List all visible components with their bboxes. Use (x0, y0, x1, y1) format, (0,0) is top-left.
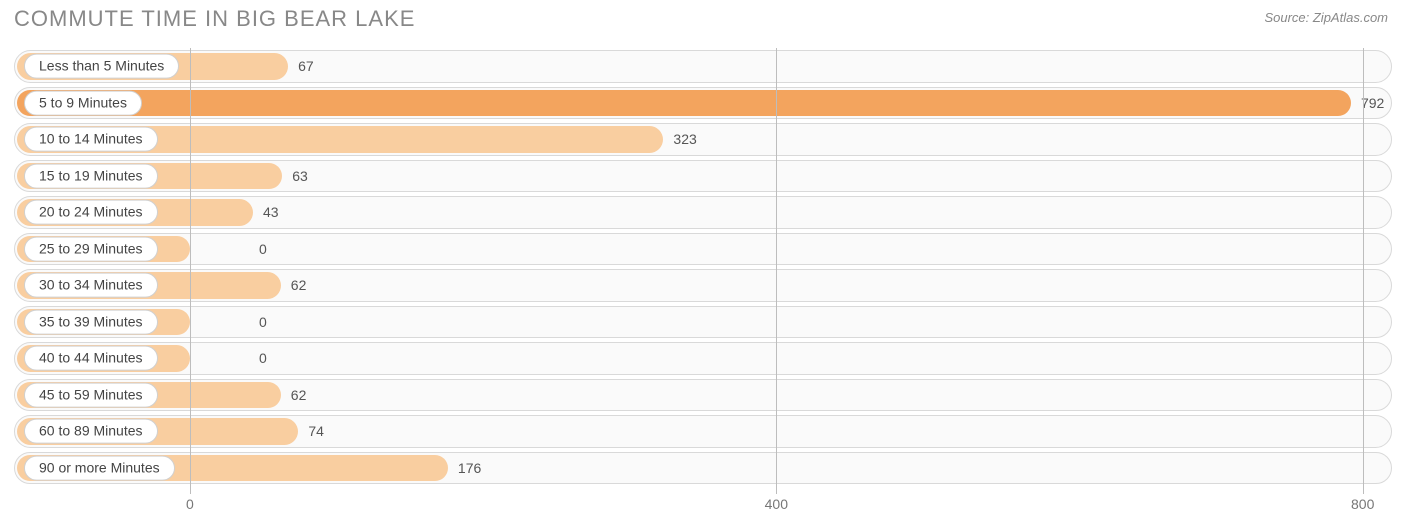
bar-value: 62 (291, 387, 307, 403)
bar-row: 35 to 39 Minutes 0 (14, 304, 1392, 341)
bar-value: 176 (458, 460, 481, 476)
bar-row: Less than 5 Minutes 67 (14, 48, 1392, 85)
gridline (776, 48, 777, 486)
bar-row: 45 to 59 Minutes 62 (14, 377, 1392, 414)
x-tick (776, 486, 777, 494)
bar-track (14, 306, 1392, 339)
bar-row: 40 to 44 Minutes 0 (14, 340, 1392, 377)
chart-header: COMMUTE TIME IN BIG BEAR LAKE Source: Zi… (0, 0, 1406, 40)
x-tick (1363, 486, 1364, 494)
category-label: 20 to 24 Minutes (24, 200, 158, 225)
x-axis: 0 400 800 (14, 486, 1392, 522)
bar-value: 323 (673, 131, 696, 147)
bar-value: 0 (259, 241, 267, 257)
bar-value: 0 (259, 350, 267, 366)
bar-value: 63 (292, 168, 308, 184)
bar-row: 10 to 14 Minutes 323 (14, 121, 1392, 158)
bar-row: 20 to 24 Minutes 43 (14, 194, 1392, 231)
bar-row: 30 to 34 Minutes 62 (14, 267, 1392, 304)
category-label: 40 to 44 Minutes (24, 346, 158, 371)
bar-value: 62 (291, 277, 307, 293)
plot-area: Less than 5 Minutes 67 5 to 9 Minutes 792 10… (14, 48, 1392, 486)
category-label: 25 to 29 Minutes (24, 236, 158, 261)
category-label: 15 to 19 Minutes (24, 163, 158, 188)
bar-value: 43 (263, 204, 279, 220)
x-tick (190, 486, 191, 494)
chart-title: COMMUTE TIME IN BIG BEAR LAKE (14, 6, 415, 32)
category-label: 60 to 89 Minutes (24, 419, 158, 444)
category-label: 30 to 34 Minutes (24, 273, 158, 298)
bar-row: 60 to 89 Minutes 74 (14, 413, 1392, 450)
category-label: Less than 5 Minutes (24, 54, 179, 79)
bar-value: 74 (308, 423, 324, 439)
category-label: 90 or more Minutes (24, 455, 175, 480)
bar-value: 0 (259, 314, 267, 330)
bar (17, 90, 1351, 117)
bar-row: 25 to 29 Minutes 0 (14, 231, 1392, 268)
bar-track (14, 342, 1392, 375)
category-label: 10 to 14 Minutes (24, 127, 158, 152)
gridline (190, 48, 191, 486)
bar-value: 67 (298, 58, 314, 74)
category-label: 45 to 59 Minutes (24, 382, 158, 407)
x-tick-label: 0 (186, 496, 194, 512)
gridline (1363, 48, 1364, 486)
x-tick-label: 800 (1351, 496, 1374, 512)
category-label: 5 to 9 Minutes (24, 90, 142, 115)
x-tick-label: 400 (765, 496, 788, 512)
bar-row: 15 to 19 Minutes 63 (14, 158, 1392, 195)
category-label: 35 to 39 Minutes (24, 309, 158, 334)
bar-row: 5 to 9 Minutes 792 (14, 85, 1392, 122)
chart-source: Source: ZipAtlas.com (1264, 10, 1388, 25)
bar-value: 792 (1361, 95, 1384, 111)
bar-track (14, 233, 1392, 266)
bar-row: 90 or more Minutes 176 (14, 450, 1392, 487)
commute-time-chart: COMMUTE TIME IN BIG BEAR LAKE Source: Zi… (0, 0, 1406, 522)
